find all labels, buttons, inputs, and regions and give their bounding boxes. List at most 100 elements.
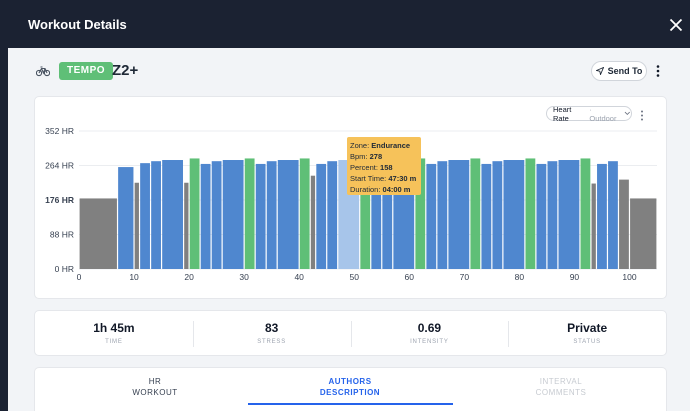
bar-tooltip: Zone: Endurance Bpm: 278 Percent: 158 St… — [347, 137, 421, 195]
chart-bar — [470, 158, 481, 269]
kebab-icon[interactable] — [655, 64, 661, 78]
chart-bar — [266, 161, 277, 269]
stat-stress: 83 STRESS — [192, 311, 351, 355]
chart-bar — [79, 198, 117, 269]
tooltip-percent: Percent: 158 — [350, 163, 393, 172]
chart-bar — [426, 163, 437, 269]
stat-time: 1h 45m TIME — [35, 311, 193, 355]
tab-interval-comments[interactable]: INTERVAL COMMENTS — [511, 376, 611, 398]
tabs-card: HR WORKOUT AUTHORS DESCRIPTION INTERVAL … — [34, 367, 667, 411]
chart-bar — [360, 158, 371, 269]
active-tab-underline — [248, 403, 453, 405]
y-tick-label: 88 HR — [50, 230, 74, 240]
stat-label: STATUS — [573, 339, 601, 345]
chart-bar — [316, 163, 327, 269]
tab-label-line: DESCRIPTION — [319, 388, 381, 397]
chart-bar — [222, 160, 244, 269]
x-tick-label: 50 — [350, 272, 360, 282]
x-tick-label: 80 — [515, 272, 525, 282]
chart-bar — [415, 158, 426, 269]
heart-rate-chart: 352 HR 264 HR 176 HR 88 HR 0 HR0 10 20 30 40 50 60… — [45, 126, 657, 282]
chart-bar — [310, 175, 316, 269]
x-tick-label: 0 — [77, 272, 82, 282]
chart-bar — [558, 160, 580, 269]
stat-value: 83 — [264, 321, 279, 335]
chart-bar — [151, 161, 161, 269]
stat-label: STRESS — [257, 339, 287, 345]
close-icon[interactable] — [668, 17, 684, 33]
chart-bar — [134, 182, 139, 269]
chart-bar — [591, 183, 596, 269]
stat-intensity: 0.69 INTENSITY — [350, 311, 509, 355]
chart-bar — [525, 158, 536, 269]
chart-bar — [503, 160, 525, 269]
stat-status: Private STATUS — [508, 311, 666, 355]
stat-label: INTENSITY — [410, 339, 449, 345]
chart-bar — [630, 198, 657, 269]
x-tick-label: 20 — [184, 272, 194, 282]
chart-bar — [118, 167, 134, 269]
y-tick-label: 352 HR — [45, 126, 74, 136]
chart-card: 352 HR 264 HR 176 HR 88 HR 0 HR 0 10 20 30 40 50 60… — [34, 96, 667, 299]
chart-bar — [244, 158, 255, 269]
chart-bar — [211, 161, 222, 269]
chart-bar — [184, 182, 189, 269]
chart-bar — [277, 160, 299, 269]
tab-label-line: WORKOUT — [132, 388, 178, 397]
chart-bar — [189, 158, 200, 269]
tooltip-start-time: Start Time: 47:30 m — [350, 174, 417, 183]
metric-select-sub: · Outdoor — [589, 104, 617, 123]
tab-label-line: HR — [148, 377, 162, 386]
chart-bar — [255, 163, 266, 269]
metric-select-label: Heart Rate — [553, 104, 572, 123]
bike-icon — [35, 64, 51, 77]
send-to-button[interactable]: Send To — [591, 61, 647, 81]
chart-bar — [140, 163, 150, 269]
send-to-label: Send To — [607, 66, 643, 76]
chart-bar — [382, 161, 393, 269]
x-tick-label: 30 — [239, 272, 249, 282]
chart-bar — [580, 158, 591, 269]
tab-label-line: COMMENTS — [535, 388, 587, 397]
y-tick-label: 0 HR — [55, 264, 74, 274]
x-tick-label: 10 — [129, 272, 139, 282]
stats-card: 1h 45m TIME 83 STRESS 0.69 INTENSITY Pri… — [34, 310, 667, 356]
chart-bar — [437, 161, 448, 269]
stat-label: TIME — [105, 339, 123, 345]
chart-bar — [536, 163, 547, 269]
tooltip-bpm: Bpm: 278 — [350, 152, 383, 161]
y-tick-label: 176 HR — [45, 195, 74, 205]
x-tick-label: 100 — [622, 272, 636, 282]
tooltip-zone: Zone: Endurance — [350, 141, 411, 150]
workout-name: Z2+ — [112, 62, 139, 79]
stat-value: 1h 45m — [93, 321, 135, 335]
chart-kebab-icon[interactable] — [640, 108, 644, 121]
y-tick-label: 264 HR — [45, 161, 74, 171]
modal-header: Workout Details — [8, 0, 690, 48]
x-tick-label: 90 — [570, 272, 580, 282]
chevron-down-icon — [625, 111, 631, 116]
tooltip-duration: Duration: 04:00 m — [350, 185, 411, 194]
chart-bar — [481, 163, 492, 269]
tab-label-line: AUTHORS — [328, 377, 372, 386]
tab-authors-description[interactable]: AUTHORS DESCRIPTION — [300, 376, 400, 398]
modal-title: Workout Details — [28, 16, 127, 32]
chart-bar — [608, 161, 618, 269]
tab-hr-workout[interactable]: HR WORKOUT — [105, 376, 205, 398]
workout-title-row: TEMPO Z2+ Send To — [8, 56, 690, 86]
chart-bar — [371, 163, 382, 269]
chart-bar — [448, 160, 470, 269]
chart-bar — [299, 158, 310, 269]
chart-bar — [547, 161, 558, 269]
metric-select[interactable]: Heart Rate · Outdoor — [546, 104, 632, 123]
chart-bar — [327, 161, 338, 269]
stat-value: 0.69 — [417, 321, 442, 335]
send-icon — [595, 67, 604, 75]
workout-details-modal: Workout Details TEMPO Z2+ Send To — [8, 0, 690, 411]
workout-type-badge: TEMPO — [59, 62, 114, 80]
stat-value: Private — [567, 321, 608, 335]
x-tick-label: 40 — [294, 272, 304, 282]
chart-bar — [200, 163, 211, 269]
chart-bar — [492, 161, 503, 269]
chart-bar — [619, 179, 629, 269]
